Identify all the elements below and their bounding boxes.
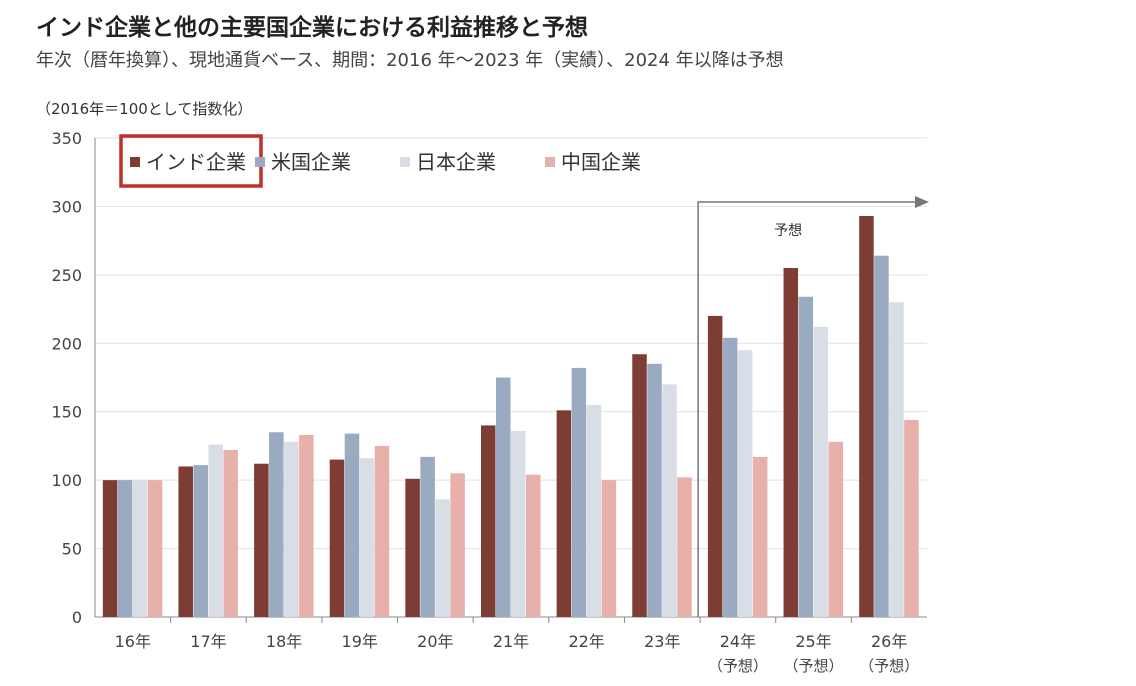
bar-us xyxy=(722,337,738,617)
x-tick-label: 22年 xyxy=(568,632,604,651)
y-tick-label: 200 xyxy=(51,334,82,353)
y-tick-label: 300 xyxy=(51,197,82,216)
x-tick-label: 21年 xyxy=(493,632,529,651)
x-tick-sublabel: （予想） xyxy=(859,657,919,675)
legend-label: 日本企業 xyxy=(416,150,496,174)
bar-india xyxy=(707,315,723,617)
bar-china xyxy=(147,480,163,617)
bar-japan xyxy=(813,326,829,617)
x-tick-label: 24年 xyxy=(720,632,756,651)
y-tick-label: 150 xyxy=(51,403,82,422)
forecast-bracket xyxy=(697,201,917,617)
bar-us xyxy=(496,377,511,617)
bar-us xyxy=(798,296,814,617)
bar-china xyxy=(601,480,617,617)
x-tick-label: 23年 xyxy=(644,632,680,651)
legend-swatch xyxy=(545,157,555,167)
bar-china xyxy=(450,473,465,617)
y-tick-label: 250 xyxy=(51,266,82,285)
chart-title: インド企業と他の主要国企業における利益推移と予想 xyxy=(36,15,588,41)
chart-subtitle: 年次（暦年換算）、現地通貨ベース、期間：2016 年～2023 年（実績）、20… xyxy=(36,50,784,71)
bar-us xyxy=(344,433,360,617)
bar-japan xyxy=(208,444,223,617)
y-tick-label: 50 xyxy=(62,540,82,559)
bar-us xyxy=(117,480,133,617)
legend-label: インド企業 xyxy=(146,150,246,174)
bar-india xyxy=(329,459,345,617)
bar-us xyxy=(571,367,587,617)
y-tick-label: 350 xyxy=(51,129,82,148)
bar-china xyxy=(526,474,541,617)
x-tick-label: 16年 xyxy=(115,632,151,651)
bar-india xyxy=(632,354,647,617)
x-tick-label: 18年 xyxy=(266,632,302,651)
bar-japan xyxy=(511,430,526,617)
bar-china xyxy=(904,419,919,617)
x-tick-label: 25年 xyxy=(795,632,831,651)
bar-us xyxy=(193,465,208,617)
legend-swatch xyxy=(255,157,265,167)
y-tick-label: 0 xyxy=(72,608,82,627)
bar-japan xyxy=(435,499,450,617)
bar-india xyxy=(481,425,496,617)
x-tick-label: 19年 xyxy=(342,632,378,651)
legend-label: 米国企業 xyxy=(271,150,351,174)
forecast-label: 予想 xyxy=(774,223,802,239)
x-tick-sublabel: （予想） xyxy=(708,657,768,675)
bar-india xyxy=(783,268,799,617)
x-tick-label: 20年 xyxy=(417,632,453,651)
bar-india xyxy=(405,478,420,617)
bar-us xyxy=(420,456,435,617)
bar-china xyxy=(223,450,238,617)
bar-china xyxy=(374,445,390,617)
bar-india xyxy=(102,480,118,617)
bar-china xyxy=(677,477,692,617)
y-tick-label: 100 xyxy=(51,471,82,490)
bar-japan xyxy=(586,404,602,617)
forecast-arrow-icon xyxy=(915,196,929,208)
legend-label: 中国企業 xyxy=(561,150,641,174)
bar-india xyxy=(859,216,874,617)
unit-note: （2016年＝100として指数化） xyxy=(36,100,252,118)
bar-us xyxy=(647,363,662,617)
bar-china xyxy=(752,456,768,617)
legend-swatch xyxy=(400,157,410,167)
legend-swatch xyxy=(130,157,140,167)
bar-china xyxy=(828,441,844,617)
bar-japan xyxy=(359,458,375,617)
bar-japan xyxy=(132,480,148,617)
x-tick-label: 17年 xyxy=(190,632,226,651)
bar-india xyxy=(556,410,572,617)
bar-india xyxy=(178,466,193,617)
bar-japan xyxy=(284,441,299,617)
bar-japan xyxy=(662,384,677,617)
bar-us xyxy=(874,255,889,617)
bar-japan xyxy=(889,302,904,617)
x-tick-label: 26年 xyxy=(871,632,907,651)
bar-japan xyxy=(737,350,753,617)
bar-china xyxy=(299,434,314,617)
bar-us xyxy=(269,432,284,617)
x-tick-sublabel: （予想） xyxy=(784,657,844,675)
bar-india xyxy=(254,463,269,617)
